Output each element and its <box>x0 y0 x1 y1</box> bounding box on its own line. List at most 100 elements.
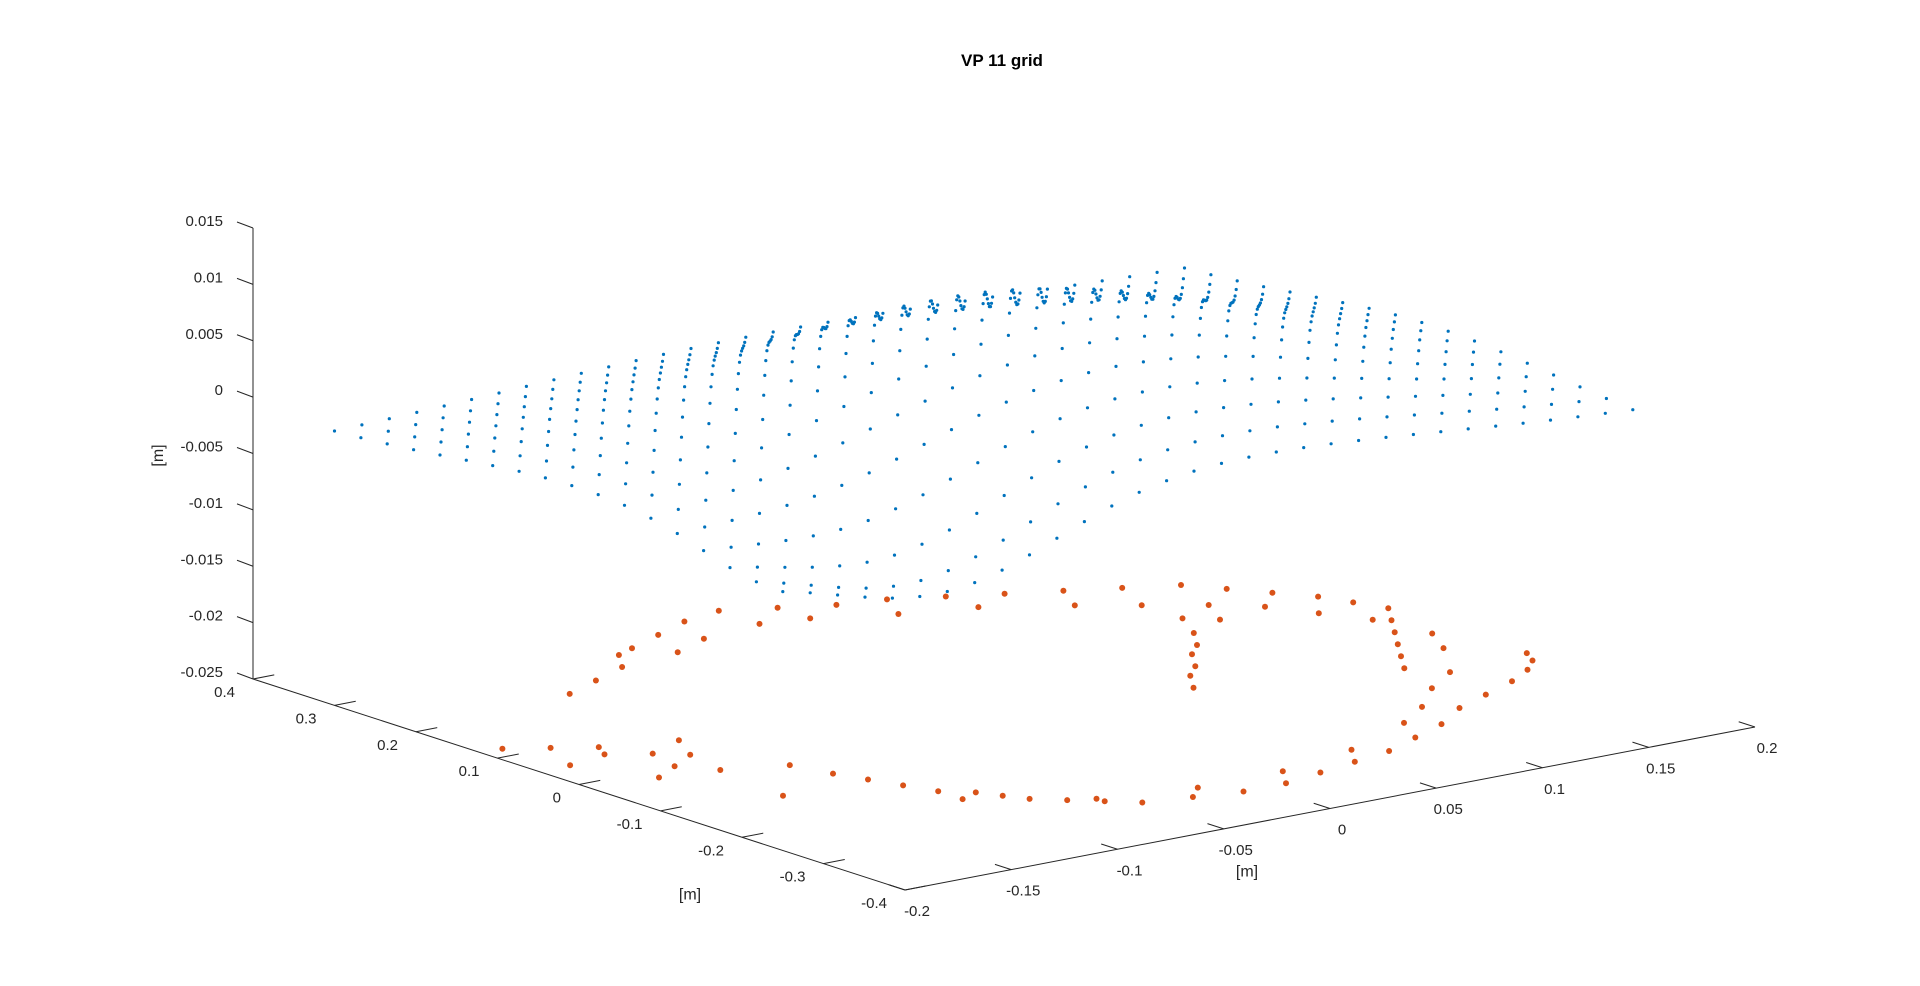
base-point <box>1223 585 1230 592</box>
surface-point <box>714 351 718 355</box>
surface-point <box>599 436 603 440</box>
surface-point <box>550 397 554 401</box>
base-point-series <box>499 582 1536 806</box>
surface-point <box>973 581 977 585</box>
surface-point <box>1083 485 1087 489</box>
surface-point <box>783 565 787 569</box>
surface-point <box>1002 493 1006 498</box>
base-point <box>975 604 982 611</box>
surface-point <box>894 507 898 511</box>
surface-point <box>853 316 858 320</box>
surface-point <box>439 440 443 444</box>
base-point <box>567 762 574 769</box>
surface-point <box>809 583 813 587</box>
z-tick-mark <box>236 672 254 680</box>
base-point <box>1139 799 1146 806</box>
z-tick-mark <box>236 221 254 229</box>
surface-point <box>846 324 850 328</box>
x-tick-label: -0.1 <box>1117 862 1143 879</box>
surface-point <box>881 311 885 315</box>
surface-point <box>1180 286 1184 290</box>
surface-point <box>712 358 716 362</box>
surface-point <box>759 478 763 482</box>
surface-point <box>811 534 815 538</box>
surface-point <box>1523 389 1527 393</box>
surface-point <box>1165 479 1169 483</box>
surface-point <box>1304 398 1308 402</box>
surface-point <box>1227 309 1231 313</box>
surface-point <box>890 596 895 600</box>
surface-point <box>573 432 577 437</box>
base-point <box>1262 603 1268 610</box>
surface-point <box>931 306 936 310</box>
surface-point <box>1276 400 1280 404</box>
z-tick-mark <box>236 390 254 398</box>
x-tick-mark <box>1207 823 1224 830</box>
y-tick-label: -0.2 <box>698 842 724 859</box>
x-tick-mark <box>1738 721 1756 728</box>
base-point <box>1138 602 1145 609</box>
y-tick-mark <box>823 859 845 865</box>
base-point <box>1428 685 1435 692</box>
surface-point <box>1604 396 1608 401</box>
surface-point <box>1003 445 1007 449</box>
surface-point <box>1233 294 1237 298</box>
surface-point <box>704 498 708 502</box>
surface-point <box>877 314 881 318</box>
surface-point <box>1034 326 1038 330</box>
surface-point <box>713 354 717 358</box>
surface-point <box>1040 295 1044 299</box>
z-tick-label: 0.015 <box>185 213 223 230</box>
surface-point <box>1384 435 1388 439</box>
surface-point <box>1444 350 1448 354</box>
surface-point <box>547 429 551 434</box>
surface-point <box>579 371 583 375</box>
surface-point <box>1169 357 1173 361</box>
surface-point <box>441 416 445 420</box>
surface-point <box>659 365 664 369</box>
surface-point <box>1068 295 1072 299</box>
surface-point <box>871 339 876 343</box>
surface-point <box>491 464 495 468</box>
surface-point <box>1253 322 1257 326</box>
base-point <box>566 690 573 697</box>
surface-point <box>900 313 904 317</box>
base-point <box>629 645 635 652</box>
surface-point <box>1220 434 1225 438</box>
surface-point <box>1000 568 1004 572</box>
surface-point <box>743 340 747 344</box>
surface-point <box>991 295 995 299</box>
x-tick-mark <box>994 863 1012 871</box>
surface-point <box>1027 553 1032 557</box>
base-point <box>1482 691 1489 698</box>
surface-point <box>1056 502 1060 506</box>
surface-point <box>1524 375 1528 379</box>
surface-point <box>1470 362 1474 367</box>
y-tick-label: 0.3 <box>296 710 317 727</box>
surface-point <box>892 553 897 557</box>
base-point <box>499 745 506 752</box>
surface-point <box>1100 279 1104 283</box>
surface-point <box>575 408 579 412</box>
surface-point <box>466 432 470 436</box>
surface-point <box>1098 294 1102 298</box>
surface-point <box>1209 273 1213 277</box>
surface-point <box>1367 306 1371 310</box>
surface-point <box>1286 301 1290 305</box>
surface-point <box>1247 455 1251 459</box>
surface-point <box>975 511 979 515</box>
base-point <box>1190 684 1197 691</box>
base-point <box>681 618 688 625</box>
surface-point <box>1468 392 1472 396</box>
surface-point <box>946 569 950 573</box>
surface-point <box>929 299 934 303</box>
surface-point <box>735 387 740 391</box>
base-point <box>1447 669 1453 676</box>
surface-point <box>688 353 692 357</box>
surface-point <box>769 338 773 342</box>
surface-point <box>716 341 721 345</box>
surface-point <box>1330 419 1334 423</box>
surface-point <box>631 380 635 384</box>
surface-point <box>763 373 767 377</box>
